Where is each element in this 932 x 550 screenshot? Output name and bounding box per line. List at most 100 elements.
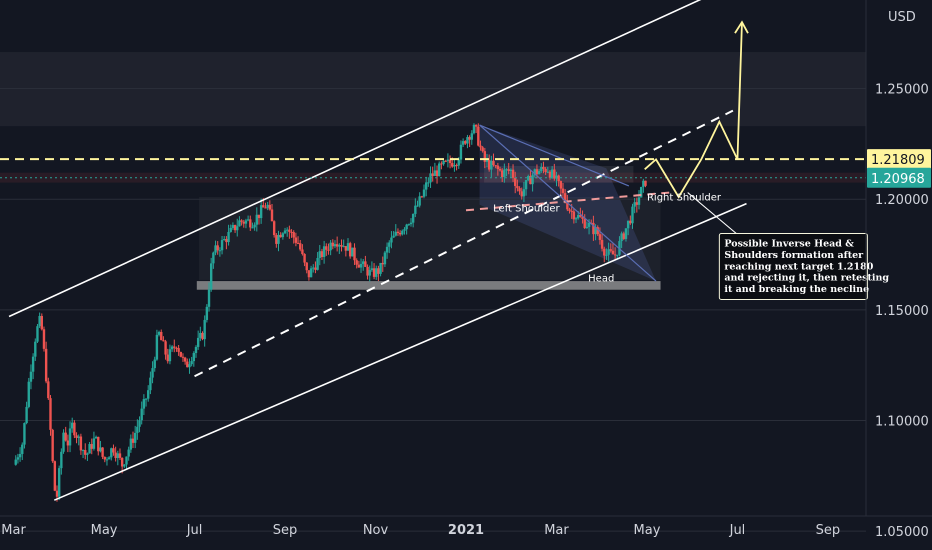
candle-up [14, 459, 17, 465]
candle-down [90, 444, 93, 449]
candle-down [299, 243, 302, 250]
candle-down [216, 245, 219, 251]
candle-up [618, 241, 621, 255]
note-line: it and breaking the necline [724, 284, 869, 295]
candle-up [251, 227, 254, 229]
candle-up [123, 464, 126, 467]
candle-up [383, 252, 387, 265]
candle-down [366, 266, 369, 276]
candle-up [405, 224, 408, 230]
candle-down [103, 456, 106, 460]
left-shoulder-label: Left Shoulder [493, 203, 560, 214]
candle-up [190, 361, 193, 365]
current-price-badge-text: 1.20968 [871, 172, 925, 187]
candle-up [23, 423, 26, 445]
candle-down [451, 163, 454, 167]
candle-down [355, 260, 358, 265]
candle-down [64, 432, 67, 441]
candle-down [233, 225, 237, 231]
y-tick-label: 1.20000 [875, 193, 929, 208]
candle-up [503, 169, 506, 178]
candle-up [587, 222, 591, 227]
candle-up [71, 422, 74, 429]
candle-down [303, 253, 306, 263]
candle-up [57, 468, 61, 497]
candle-up [470, 133, 473, 140]
candle-up [375, 268, 378, 277]
candle-up [316, 257, 319, 270]
candle-down [622, 233, 626, 239]
candle-down [160, 331, 163, 341]
candle-down [320, 251, 324, 258]
candle-up [209, 263, 213, 290]
x-tick-label: Jul [729, 523, 746, 538]
candle-up [346, 243, 350, 251]
candle-down [483, 151, 487, 162]
candle-down [292, 232, 295, 238]
candle-up [27, 381, 30, 407]
candle-down [431, 173, 434, 176]
candle-up [214, 245, 217, 253]
candle-down [101, 447, 104, 457]
candle-up [485, 160, 489, 162]
candle-up [68, 428, 72, 446]
candle-down [372, 268, 376, 277]
candle-up [155, 334, 159, 360]
candle-down [398, 232, 402, 235]
candle-up [116, 453, 120, 459]
candle-down [592, 222, 595, 235]
candle-up [411, 213, 415, 223]
candle-up [21, 444, 24, 454]
candle-down [570, 210, 573, 212]
candle-up [466, 137, 469, 144]
x-tick-label: Sep [273, 523, 298, 538]
x-tick-label: Mar [544, 523, 569, 538]
candle-up [151, 368, 154, 378]
candle-down [175, 347, 178, 349]
candle-down [529, 176, 532, 185]
x-tick-label: Jul [186, 523, 203, 538]
candle-down [492, 160, 495, 166]
candle-down [544, 168, 547, 173]
candle-down [181, 356, 185, 358]
candle-up [427, 182, 430, 184]
candle-down [553, 169, 556, 179]
candle-down [498, 169, 502, 171]
candle-down [518, 188, 521, 192]
candle-up [442, 160, 445, 165]
x-tick-label: Nov [363, 523, 389, 538]
candle-down [568, 209, 571, 211]
candle-up [446, 159, 450, 162]
candle-down [479, 145, 482, 148]
x-tick-label: 2021 [448, 523, 484, 538]
candle-up [253, 224, 256, 228]
x-tick-label: May [91, 523, 118, 538]
candle-up [94, 436, 98, 439]
candle-down [511, 169, 515, 178]
candle-down [53, 461, 57, 491]
candle-up [34, 341, 37, 357]
candle-down [377, 268, 380, 274]
candle-up [490, 160, 493, 170]
candle-down [288, 229, 291, 232]
candle-down [353, 247, 356, 261]
candle-up [329, 242, 332, 251]
wedge-upper-edge [479, 124, 630, 187]
candle-down [264, 207, 267, 209]
candle-up [38, 315, 41, 327]
candle-down [357, 264, 361, 268]
candle-down [75, 435, 78, 438]
candle-up [342, 246, 345, 248]
candle-down [112, 448, 115, 453]
candle-up [236, 226, 239, 231]
candle-up [522, 189, 526, 197]
target-level-badge [867, 149, 931, 170]
candle-down [55, 490, 59, 497]
candle-up [639, 186, 643, 198]
candle-up [351, 247, 354, 257]
candle-up [229, 227, 232, 232]
candle-down [305, 262, 308, 271]
candle-up [238, 220, 241, 227]
candle-up [626, 220, 630, 229]
